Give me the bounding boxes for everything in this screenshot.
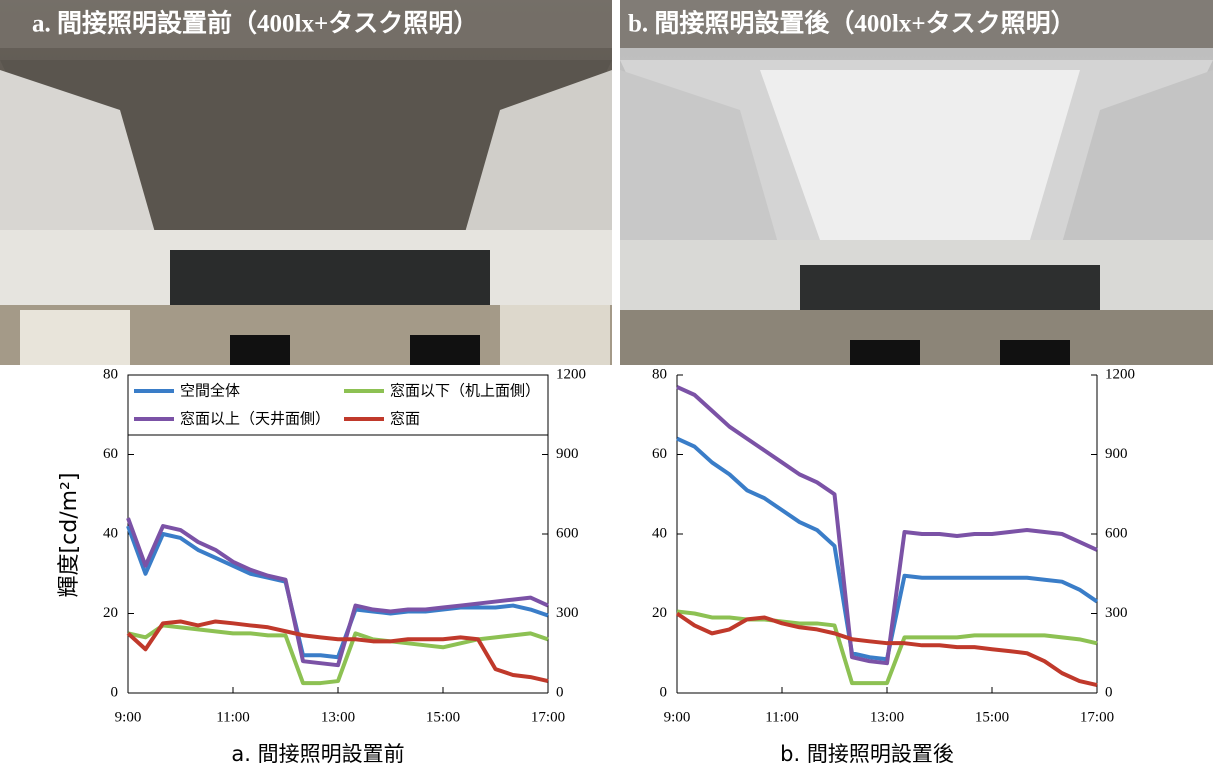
photo-a: a. 間接照明設置前（400lx+タスク照明） [0,0,612,365]
y2-tick-label: 1200 [1105,366,1135,382]
y2-tick-label: 300 [1105,605,1128,621]
y-tick-label: 80 [652,366,667,382]
chart-title: b. 間接照明設置後 [780,742,954,766]
y2-tick-label: 0 [556,684,564,700]
series-line [126,619,549,684]
x-tick-label: 9:00 [664,709,691,725]
y-tick-label: 60 [652,446,667,462]
y2-tick-label: 300 [556,605,579,621]
y2-tick-label: 1200 [556,366,586,382]
y-tick-label: 40 [652,525,667,541]
x-tick-label: 9:00 [115,709,142,725]
legend-label: 窓面以下（机上面側） [390,382,540,400]
y-tick-label: 20 [652,605,667,621]
y-axis-label: 輝度[cd/m²] [57,473,82,598]
x-tick-label: 15:00 [426,709,460,725]
series-line [676,385,1098,666]
y-tick-label: 40 [103,525,118,541]
x-tick-label: 13:00 [870,709,904,725]
series-line [676,436,1099,662]
y-tick-label: 0 [660,684,668,700]
x-tick-label: 15:00 [975,709,1009,725]
series-line [126,517,549,668]
legend-label: 窓面以上（天井面側） [180,410,330,428]
y-tick-label: 60 [103,446,118,462]
legend-box [127,374,549,436]
x-tick-label: 13:00 [321,709,355,725]
series-line [126,525,549,660]
x-tick-label: 17:00 [1080,709,1114,725]
y2-tick-label: 900 [556,446,579,462]
photo-b: b. 間接照明設置後（400lx+タスク照明） [620,0,1213,365]
x-tick-label: 11:00 [216,709,250,725]
y-tick-label: 80 [103,366,118,382]
series-line [675,611,1098,688]
y2-tick-label: 900 [1105,446,1128,462]
y2-tick-label: 0 [1105,684,1113,700]
legend-label: 空間全体 [180,382,240,400]
y-tick-label: 0 [111,684,119,700]
chart-title: a. 間接照明設置前 [231,742,404,766]
y2-tick-label: 600 [1105,525,1128,541]
photo-title: b. 間接照明設置後（400lx+タスク照明） [628,9,1076,38]
y2-tick-label: 600 [556,525,579,541]
x-tick-label: 11:00 [765,709,799,725]
legend-label: 窓面 [390,410,420,428]
y-tick-label: 20 [103,605,118,621]
photo-title: a. 間接照明設置前（400lx+タスク照明） [32,9,478,38]
x-tick-label: 17:00 [531,709,565,725]
